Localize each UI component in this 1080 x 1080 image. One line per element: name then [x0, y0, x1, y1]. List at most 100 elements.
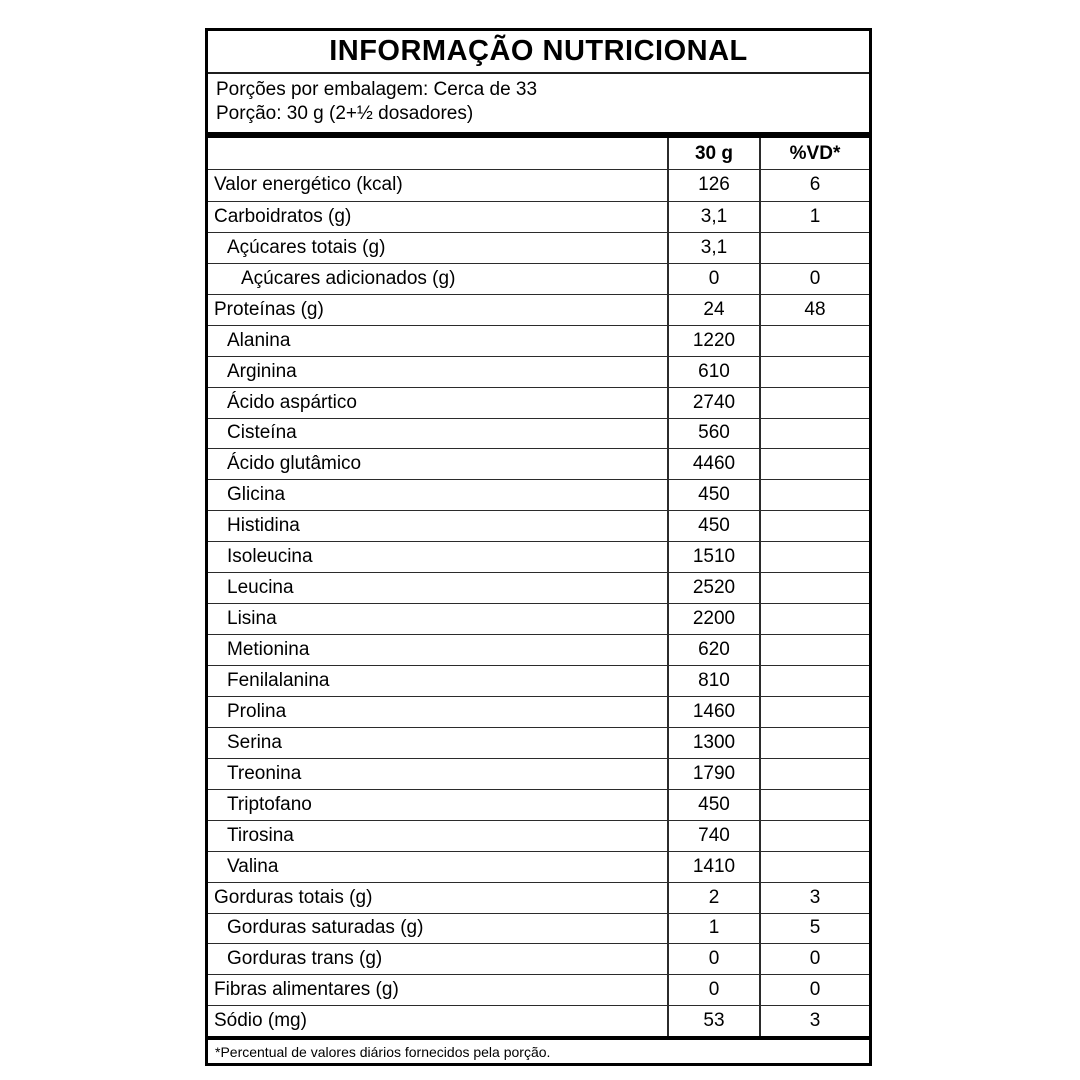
nutrient-amount: 810 — [667, 666, 759, 696]
nutrient-name: Glicina — [227, 484, 286, 506]
nutrient-vd: 5 — [759, 913, 869, 944]
nutrient-row: Valina 1410 — [208, 850, 869, 882]
nutrient-vd: 6 — [759, 170, 869, 201]
nutrient-row: Prolina 1460 — [208, 695, 869, 727]
nutrient-row: Glicina 450 — [208, 479, 869, 511]
nutrient-vd — [759, 418, 869, 449]
nutrient-amount: 4460 — [667, 449, 759, 480]
nutrient-amount: 450 — [667, 511, 759, 542]
nutrient-row: Proteínas (g) 24 48 — [208, 293, 869, 325]
nutrient-name: Gorduras totais (g) — [214, 886, 373, 908]
nutrient-amount: 1 — [667, 913, 759, 944]
nutrient-vd — [759, 387, 869, 418]
nutrient-name: Proteínas (g) — [214, 298, 324, 320]
nutrient-amount: 3,1 — [667, 201, 759, 232]
nutrient-name: Isoleucina — [227, 546, 313, 568]
nutrient-vd — [759, 604, 869, 635]
nutrient-vd — [759, 325, 869, 356]
nutrient-row: Serina 1300 — [208, 726, 869, 758]
nutrient-vd: 0 — [759, 263, 869, 294]
column-header-row: 30 g %VD* — [208, 138, 869, 170]
servings-per-package-line: Porções por embalagem: Cerca de 33 — [216, 79, 538, 100]
nutrient-vd — [759, 789, 869, 820]
nutrient-name: Leucina — [227, 577, 294, 599]
nutrient-row: Carboidratos (g) 3,1 1 — [208, 200, 869, 232]
nutrient-amount: 1510 — [667, 542, 759, 573]
column-header-nutrient — [208, 138, 667, 169]
nutrient-vd — [759, 727, 869, 758]
nutrient-amount: 3,1 — [667, 232, 759, 263]
nutrient-row: Ácido aspártico 2740 — [208, 386, 869, 418]
nutrient-name: Gorduras saturadas (g) — [227, 917, 424, 939]
nutrient-name: Valina — [227, 855, 279, 877]
nutrient-name: Ácido glutâmico — [227, 453, 362, 475]
nutrient-vd — [759, 232, 869, 263]
nutrient-row: Fenilalanina 810 — [208, 665, 869, 696]
nutrient-amount: 1790 — [667, 758, 759, 789]
nutrient-vd — [759, 635, 869, 665]
nutrient-amount: 1220 — [667, 325, 759, 356]
nutrient-name: Valor energético (kcal) — [214, 174, 403, 196]
nutrient-name: Prolina — [227, 700, 287, 722]
portion-info: Porções por embalagem: Cerca de 33 Porçã… — [208, 74, 869, 138]
nutrient-vd: 3 — [759, 1006, 869, 1037]
nutrient-name: Arginina — [227, 360, 297, 382]
nutrient-vd: 48 — [759, 294, 869, 325]
nutrient-vd — [759, 758, 869, 789]
nutrient-row: Açúcares adicionados (g) 0 0 — [208, 262, 869, 294]
nutrient-vd: 0 — [759, 975, 869, 1006]
nutrient-row: Cisteína 560 — [208, 417, 869, 449]
nutrient-row: Ácido glutâmico 4460 — [208, 448, 869, 480]
nutrient-row: Valor energético (kcal) 126 6 — [208, 170, 869, 201]
nutrient-name: Triptofano — [227, 793, 312, 815]
nutrient-name: Fenilalanina — [227, 669, 330, 691]
nutrient-name: Metionina — [227, 639, 310, 661]
nutrient-row: Arginina 610 — [208, 355, 869, 387]
table-title: INFORMAÇÃO NUTRICIONAL — [208, 31, 869, 74]
nutrient-amount: 450 — [667, 789, 759, 820]
nutrient-vd — [759, 573, 869, 604]
nutrient-row: Alanina 1220 — [208, 324, 869, 356]
nutrient-name: Lisina — [227, 608, 277, 630]
nutrient-amount: 0 — [667, 975, 759, 1006]
nutrient-amount: 620 — [667, 635, 759, 665]
nutrient-vd — [759, 511, 869, 542]
nutrient-amount: 53 — [667, 1006, 759, 1037]
nutrient-name: Gorduras trans (g) — [227, 948, 383, 970]
nutrient-name: Treonina — [227, 762, 302, 784]
nutrient-vd: 3 — [759, 882, 869, 913]
nutrient-row: Fibras alimentares (g) 0 0 — [208, 974, 869, 1006]
nutrient-row: Gorduras totais (g) 2 3 — [208, 881, 869, 913]
nutrient-row: Isoleucina 1510 — [208, 541, 869, 573]
nutrient-vd — [759, 666, 869, 696]
nutrient-name: Fibras alimentares (g) — [214, 979, 399, 1001]
footnote: *Percentual de valores diários fornecido… — [208, 1036, 869, 1063]
nutrient-amount: 1300 — [667, 727, 759, 758]
nutrition-facts-table: INFORMAÇÃO NUTRICIONAL Porções por embal… — [205, 28, 872, 1067]
nutrient-vd — [759, 356, 869, 387]
nutrient-name: Açúcares totais (g) — [227, 236, 386, 258]
nutrient-name: Cisteína — [227, 422, 297, 444]
nutrient-vd — [759, 449, 869, 480]
nutrient-vd — [759, 851, 869, 882]
nutrient-row: Lisina 2200 — [208, 603, 869, 635]
nutrient-amount: 560 — [667, 418, 759, 449]
nutrient-amount: 24 — [667, 294, 759, 325]
nutrient-amount: 2520 — [667, 573, 759, 604]
nutrient-row: Gorduras saturadas (g) 1 5 — [208, 912, 869, 944]
nutrient-rows: Valor energético (kcal) 126 6 Carboidratos … — [208, 170, 869, 1037]
nutrient-vd: 0 — [759, 944, 869, 975]
nutrient-row: Gorduras trans (g) 0 0 — [208, 943, 869, 975]
nutrient-amount: 0 — [667, 263, 759, 294]
nutrient-vd — [759, 542, 869, 573]
nutrient-vd: 1 — [759, 201, 869, 232]
nutrient-row: Tirosina 740 — [208, 819, 869, 851]
nutrient-row: Treonina 1790 — [208, 757, 869, 789]
nutrient-amount: 740 — [667, 820, 759, 851]
nutrient-name: Sódio (mg) — [214, 1010, 307, 1032]
nutrient-name: Açúcares adicionados (g) — [241, 267, 456, 289]
nutrient-name: Histidina — [227, 515, 300, 537]
nutrient-amount: 126 — [667, 170, 759, 201]
nutrient-vd — [759, 480, 869, 511]
nutrient-amount: 2200 — [667, 604, 759, 635]
